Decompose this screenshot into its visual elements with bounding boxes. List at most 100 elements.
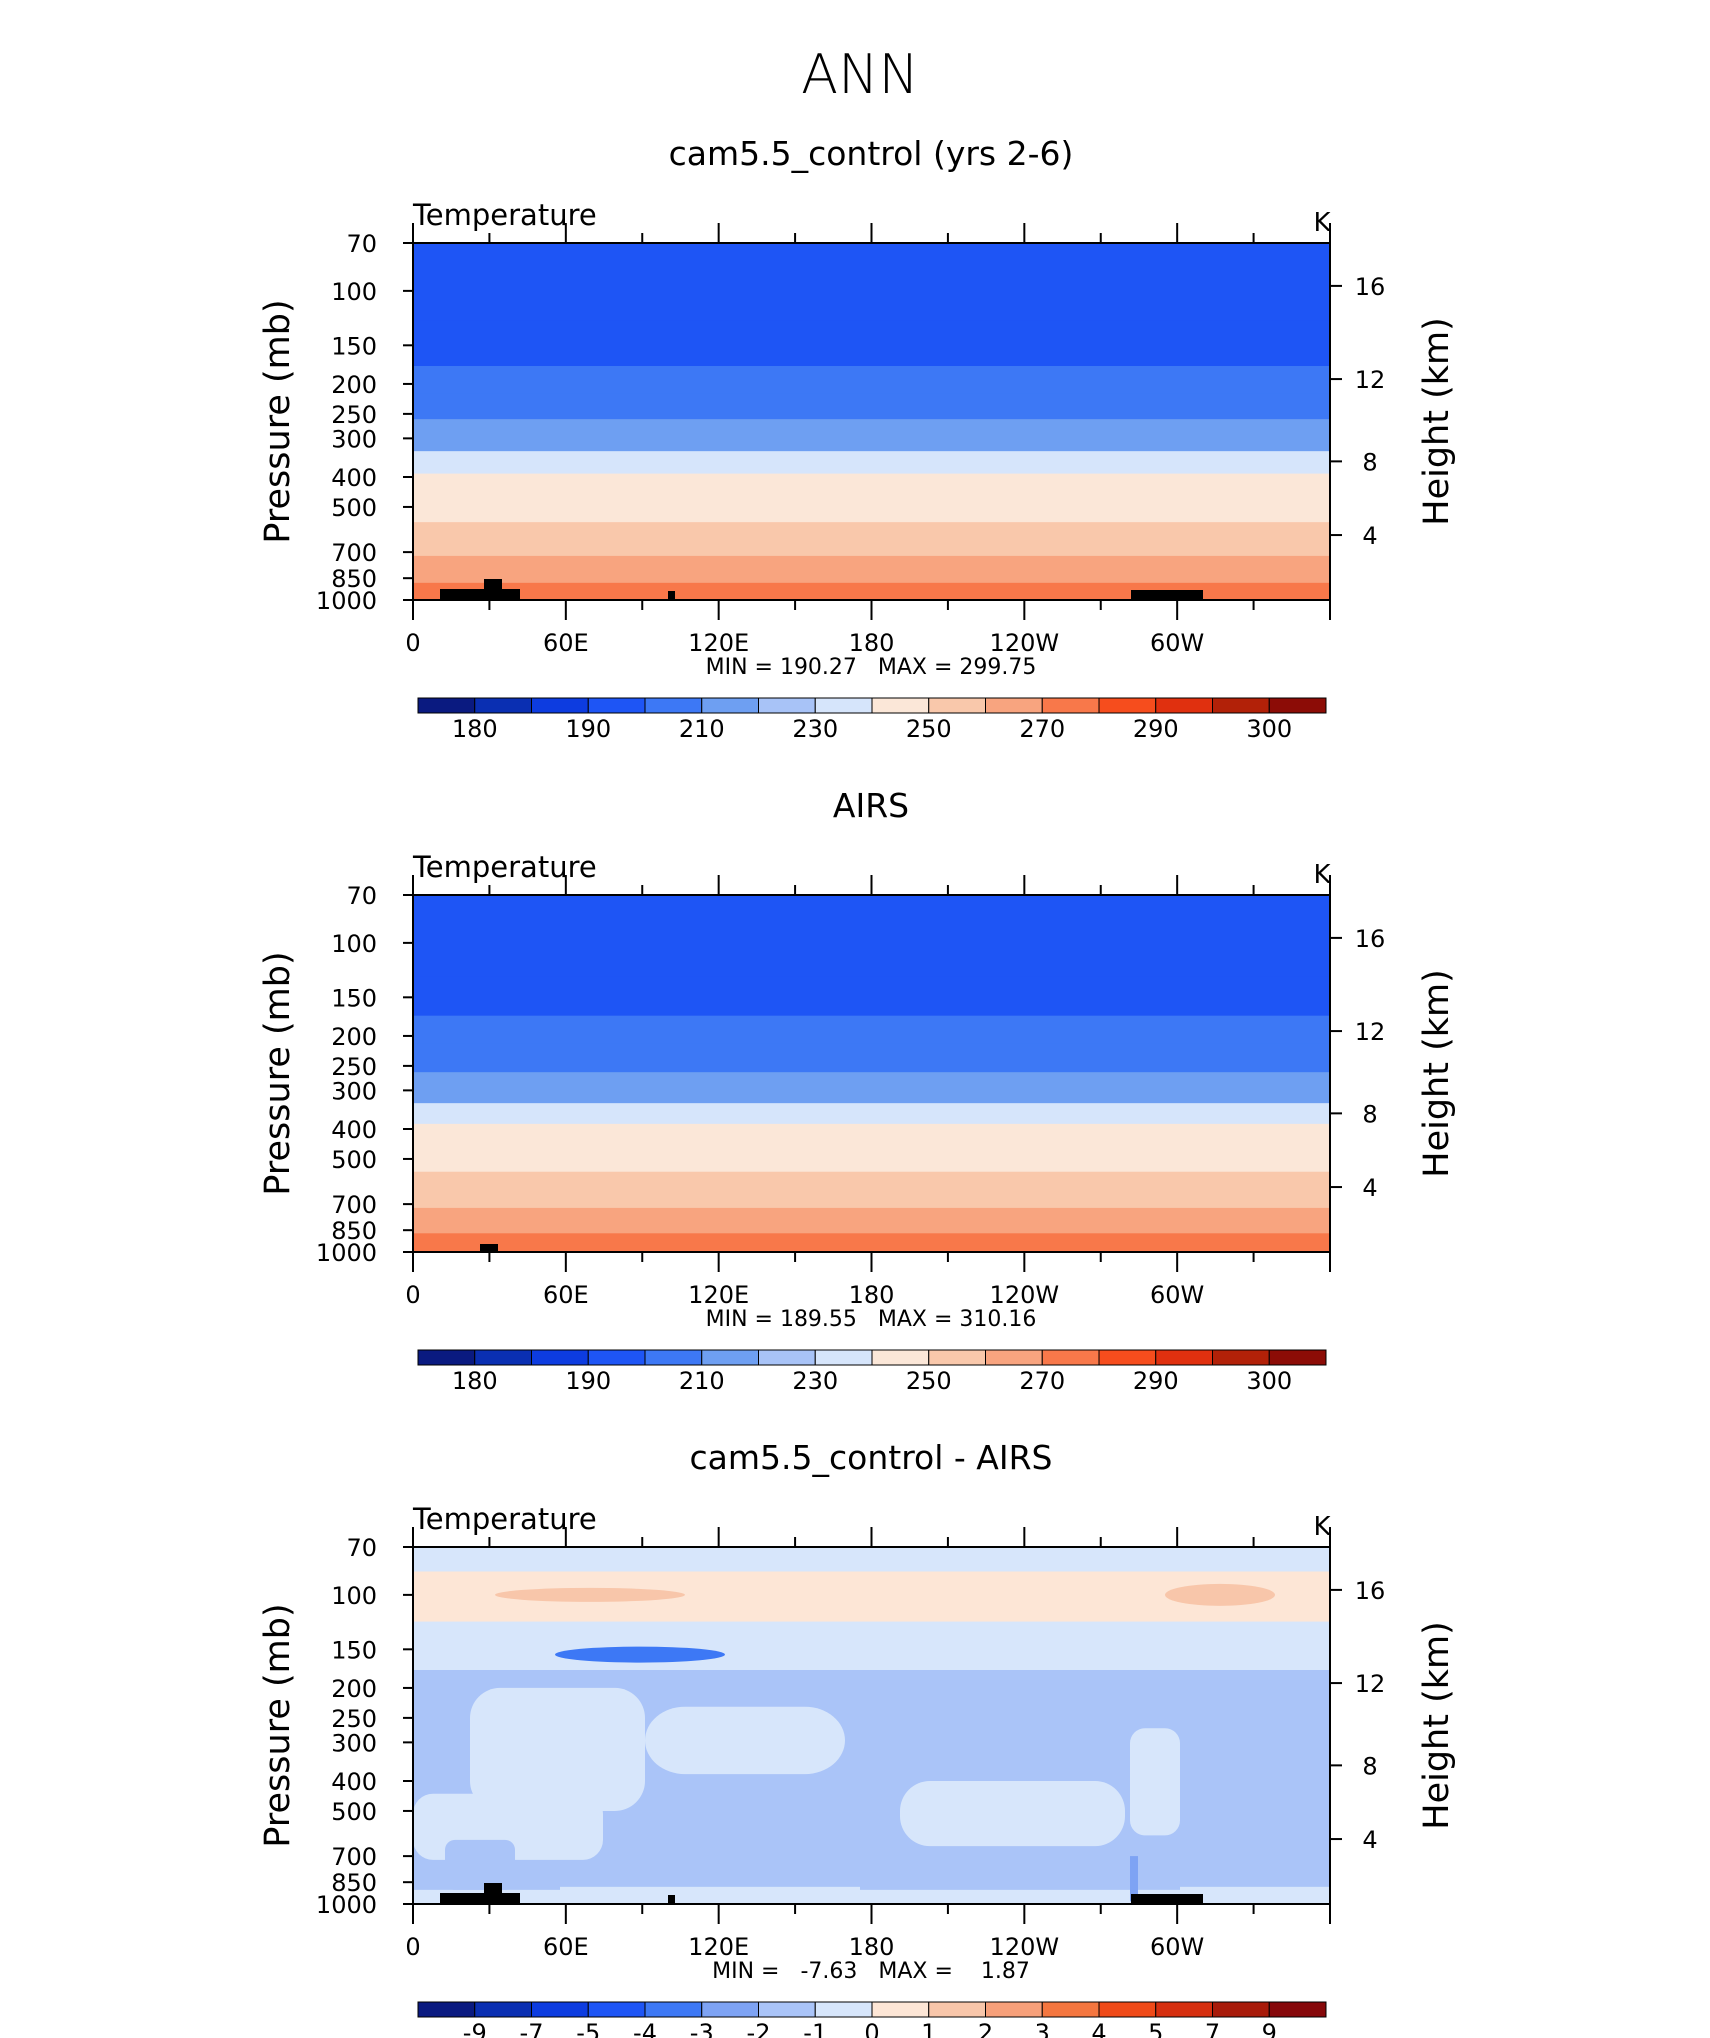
lon-tick-label: 180 — [849, 1281, 895, 1309]
contour-band — [413, 582, 1330, 596]
colorbar-label: -2 — [747, 2019, 771, 2038]
contour-band — [413, 1103, 1330, 1125]
contour-band — [413, 1043, 1330, 1073]
colorbar-label: 190 — [565, 715, 611, 743]
lon-tick-label: 120E — [688, 1933, 749, 1961]
height-tick-label: 16 — [1355, 1577, 1386, 1605]
colorbar-label: 230 — [792, 715, 838, 743]
topography — [1131, 1894, 1203, 1904]
colorbar-label: 250 — [906, 715, 952, 743]
lon-tick-label: 60E — [543, 1933, 589, 1961]
colorbar-swatch — [758, 2001, 816, 2018]
contour-band — [413, 495, 1330, 523]
lon-tick-label: 180 — [849, 629, 895, 657]
colorbar-label: 3 — [1035, 2019, 1050, 2038]
page-title: ANN — [801, 43, 919, 106]
colorbar-swatch — [1268, 2001, 1327, 2018]
variable-label: Temperature — [412, 198, 597, 232]
colorbar-label: 5 — [1148, 2019, 1163, 2038]
pressure-tick-label: 250 — [331, 401, 377, 429]
panels: cam5.5_control (yrs 2-6)Temperature K7010… — [258, 134, 1457, 2038]
colorbar-swatch — [701, 2001, 759, 2018]
near-zero-region — [1180, 1886, 1330, 1904]
height-tick-label: 8 — [1362, 448, 1377, 476]
colorbar-label: 300 — [1246, 715, 1292, 743]
pressure-tick-label: 250 — [331, 1053, 377, 1081]
pressure-tick-label: 1000 — [316, 1891, 377, 1919]
y-axis-label: Pressure (mb) — [258, 299, 298, 543]
colorbar-swatch — [758, 1349, 816, 1366]
colorbar-label: -7 — [520, 2019, 544, 2038]
topography — [480, 1244, 498, 1252]
warm-region — [900, 1780, 1125, 1847]
colorbar-swatch — [1155, 2001, 1213, 2018]
colorbar-swatch — [417, 2001, 476, 2018]
contour-band — [413, 1171, 1330, 1209]
colorbar-label: 0 — [864, 2019, 879, 2038]
pressure-tick-label: 500 — [331, 494, 377, 522]
height-tick-label: 8 — [1362, 1100, 1377, 1128]
colorbar-swatch — [587, 697, 646, 714]
colorbar-swatch — [814, 1349, 873, 1366]
colorbar-label: 210 — [679, 715, 725, 743]
lon-tick-label: 120E — [688, 629, 749, 657]
cold-anomaly — [555, 1646, 725, 1663]
colorbar-swatch — [1155, 697, 1213, 714]
pressure-tick-label: 100 — [331, 930, 377, 958]
colorbar-swatch — [531, 1349, 589, 1366]
contour-band — [413, 1123, 1330, 1146]
pressure-tick-label: 100 — [331, 1582, 377, 1610]
colorbar-label: 210 — [679, 1367, 725, 1395]
contour-band — [413, 243, 1330, 322]
colorbar-swatch — [474, 1349, 532, 1366]
colorbar-label: -9 — [463, 2019, 487, 2038]
colorbar-swatch — [1268, 697, 1327, 714]
colorbar-swatch — [531, 2001, 589, 2018]
colorbar-swatch — [871, 1349, 930, 1366]
colorbar-swatch — [474, 697, 532, 714]
contour-band — [413, 1015, 1330, 1045]
pressure-tick-label: 850 — [331, 565, 377, 593]
colorbar-label: 290 — [1133, 715, 1179, 743]
topography — [484, 579, 502, 600]
contour-band — [413, 895, 1330, 977]
warm-anomaly — [495, 1587, 685, 1602]
pressure-tick-label: 400 — [331, 1768, 377, 1796]
topography — [440, 589, 520, 600]
lon-tick-label: 60W — [1150, 1281, 1204, 1309]
topography — [668, 591, 675, 600]
panel-title: cam5.5_control (yrs 2-6) — [669, 134, 1074, 173]
height-axis-label: Height (km) — [1417, 1621, 1457, 1830]
colorbar-label: 290 — [1133, 1367, 1179, 1395]
colorbar-swatch — [1212, 697, 1270, 714]
colorbar-label: -1 — [803, 2019, 827, 2038]
lon-tick-label: 120E — [688, 1281, 749, 1309]
colorbar-label: 190 — [565, 1367, 611, 1395]
colorbar-swatch — [928, 2001, 986, 2018]
height-tick-label: 4 — [1362, 1826, 1377, 1854]
pressure-tick-label: 400 — [331, 1116, 377, 1144]
pressure-tick-label: 100 — [331, 278, 377, 306]
height-axis-label: Height (km) — [1417, 317, 1457, 526]
pressure-tick-label: 700 — [331, 1191, 377, 1219]
colorbar-swatch — [417, 1349, 476, 1366]
colorbar-swatch — [417, 697, 476, 714]
colorbar-swatch — [871, 2001, 930, 2018]
colorbar-label: 250 — [906, 1367, 952, 1395]
contour-band — [413, 451, 1330, 475]
min-max-stats: MIN = 190.27 MAX = 299.75 — [706, 655, 1037, 680]
colorbar-swatch — [985, 697, 1043, 714]
contour-band — [413, 522, 1330, 557]
colorbar-swatch — [1098, 1349, 1157, 1366]
pressure-tick-label: 300 — [331, 1729, 377, 1757]
contour-band — [413, 393, 1330, 420]
contour-band — [413, 1547, 1330, 1572]
variable-label: Temperature — [412, 850, 597, 884]
pressure-tick-label: 1000 — [316, 587, 377, 615]
panel-title: cam5.5_control - AIRS — [690, 1438, 1053, 1477]
topography — [440, 1893, 520, 1904]
colorbar-swatch — [587, 1349, 646, 1366]
variable-label: Temperature — [412, 1502, 597, 1536]
